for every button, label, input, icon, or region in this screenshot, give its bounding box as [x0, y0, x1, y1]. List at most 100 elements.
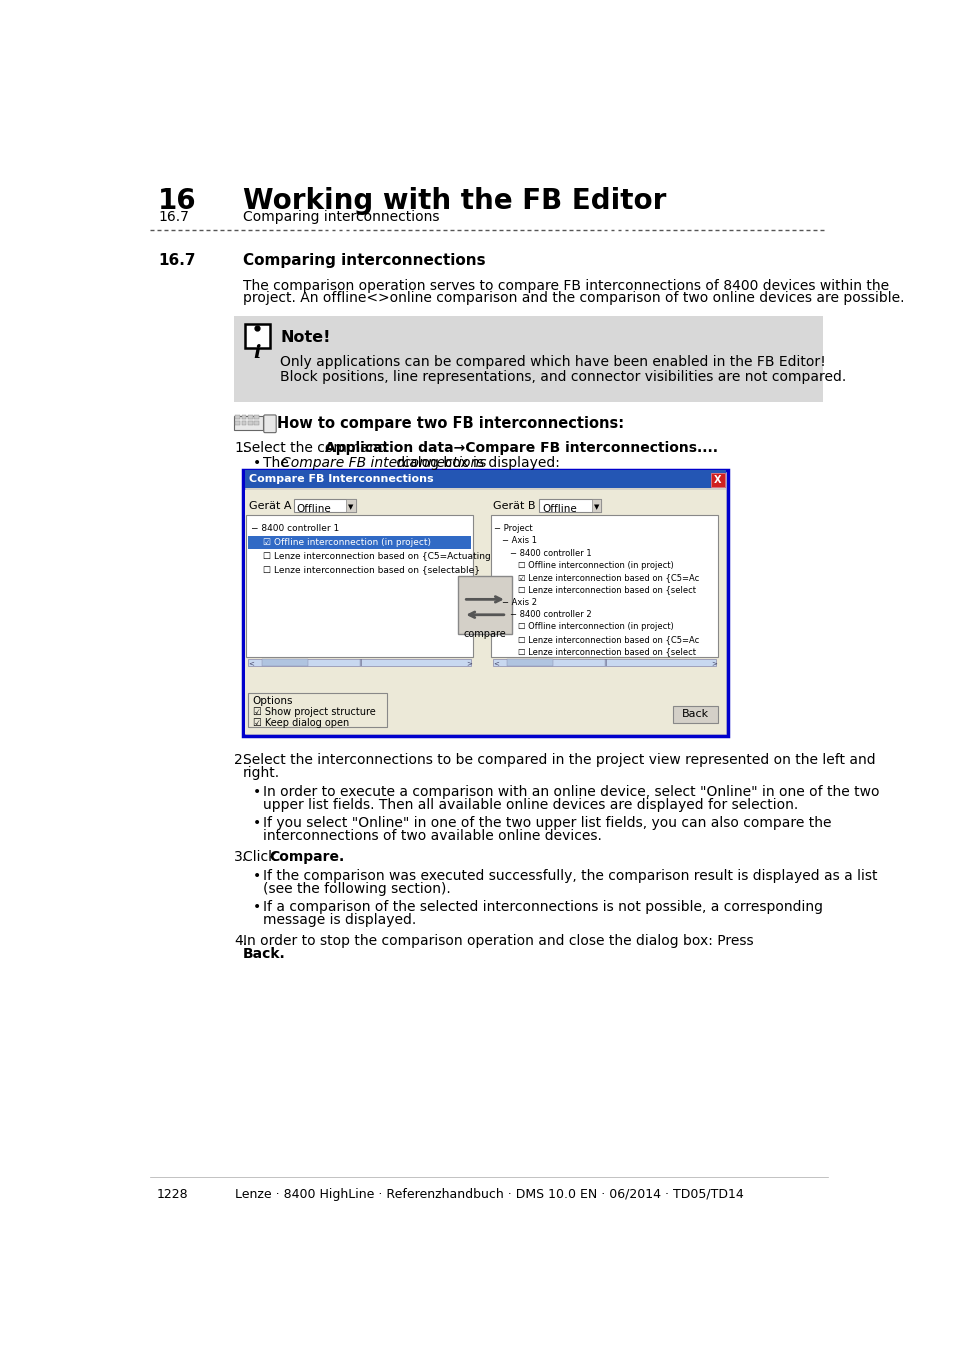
- Text: Gerät A: Gerät A: [249, 501, 292, 510]
- Text: Comparing interconnections: Comparing interconnections: [243, 209, 439, 224]
- Text: 2.: 2.: [233, 752, 247, 767]
- Text: Block positions, line representations, and connector visibilities are not compar: Block positions, line representations, a…: [280, 370, 846, 383]
- Text: 3.: 3.: [233, 849, 247, 864]
- Text: •: •: [253, 869, 260, 883]
- Bar: [235, 421, 240, 425]
- Text: ☐ Offline interconnection (in project): ☐ Offline interconnection (in project): [517, 560, 673, 570]
- Text: Offline: Offline: [296, 504, 331, 514]
- Text: X: X: [713, 475, 720, 485]
- Text: If the comparison was executed successfully, the comparison result is displayed : If the comparison was executed successfu…: [263, 869, 877, 883]
- Text: Working with the FB Editor: Working with the FB Editor: [243, 186, 666, 215]
- Text: The comparison operation serves to compare FB interconnections of 8400 devices w: The comparison operation serves to compa…: [243, 279, 888, 293]
- Text: Application data→Compare FB interconnections....: Application data→Compare FB interconnect…: [325, 440, 718, 455]
- Text: 16.7: 16.7: [158, 252, 195, 267]
- Bar: [261, 659, 308, 667]
- Text: ☐ Lenze interconnection based on {C5=Ac: ☐ Lenze interconnection based on {C5=Ac: [517, 634, 699, 644]
- Text: ☐ Lenze interconnection based on {C5=Actuating: ☐ Lenze interconnection based on {C5=Act…: [263, 552, 491, 560]
- Text: In order to stop the comparison operation and close the dialog box: Press: In order to stop the comparison operatio…: [243, 934, 753, 948]
- Text: − Project: − Project: [494, 524, 533, 533]
- Bar: [294, 500, 355, 512]
- Text: 16.7: 16.7: [158, 209, 189, 224]
- Text: Compare FB interconnections: Compare FB interconnections: [280, 456, 486, 470]
- Text: compare: compare: [463, 629, 506, 639]
- Text: − 8400 controller 2: − 8400 controller 2: [509, 610, 591, 620]
- Bar: [241, 416, 246, 420]
- Text: dialog box is displayed:: dialog box is displayed:: [391, 456, 558, 470]
- Text: ☐ Offline interconnection (in project): ☐ Offline interconnection (in project): [517, 622, 673, 632]
- Bar: [506, 659, 553, 667]
- Text: ☑ Keep dialog open: ☑ Keep dialog open: [253, 718, 349, 728]
- Bar: [493, 659, 716, 667]
- Text: − 8400 controller 1: − 8400 controller 1: [509, 548, 591, 558]
- Bar: [241, 421, 246, 425]
- Text: upper list fields. Then all available online devices are displayed for selection: upper list fields. Then all available on…: [263, 798, 798, 811]
- Bar: [248, 421, 253, 425]
- Bar: [253, 416, 258, 420]
- Text: Offline: Offline: [542, 504, 577, 514]
- Text: <: <: [493, 660, 498, 667]
- Text: <: <: [248, 660, 253, 667]
- Text: right.: right.: [243, 765, 280, 780]
- Text: In order to execute a comparison with an online device, select "Online" in one o: In order to execute a comparison with an…: [263, 784, 879, 799]
- Text: ☐ Lenze interconnection based on {selectable}: ☐ Lenze interconnection based on {select…: [263, 566, 480, 575]
- Text: ‖: ‖: [357, 659, 361, 666]
- Bar: [233, 416, 263, 429]
- Bar: [248, 694, 387, 728]
- Text: •: •: [253, 815, 260, 830]
- Text: 4.: 4.: [233, 934, 247, 948]
- Text: (see the following section).: (see the following section).: [263, 882, 451, 896]
- Text: Select the command: Select the command: [243, 440, 391, 455]
- Text: − 8400 controller 1: − 8400 controller 1: [251, 524, 339, 533]
- Text: •: •: [253, 899, 260, 914]
- Text: The: The: [263, 456, 294, 470]
- Text: project. An offline<>online comparison and the comparison of two online devices : project. An offline<>online comparison a…: [243, 292, 903, 305]
- Bar: [346, 500, 355, 512]
- Bar: [248, 536, 471, 548]
- Text: Back.: Back.: [243, 946, 286, 961]
- Bar: [243, 470, 727, 736]
- Text: Lenze · 8400 HighLine · Referenzhandbuch · DMS 10.0 EN · 06/2014 · TD05/TD14: Lenze · 8400 HighLine · Referenzhandbuch…: [234, 1188, 742, 1202]
- Text: >: >: [711, 660, 717, 667]
- Text: ☑ Lenze interconnection based on {C5=Ac: ☑ Lenze interconnection based on {C5=Ac: [517, 574, 699, 582]
- Text: ☐ Lenze interconnection based on {select: ☐ Lenze interconnection based on {select: [517, 586, 695, 594]
- Bar: [245, 324, 270, 348]
- Bar: [245, 490, 725, 734]
- Bar: [673, 706, 718, 722]
- Text: ☑ Show project structure: ☑ Show project structure: [253, 707, 375, 717]
- Text: message is displayed.: message is displayed.: [263, 913, 416, 926]
- Bar: [538, 500, 600, 512]
- Bar: [246, 514, 472, 657]
- Bar: [235, 416, 240, 420]
- Text: ☑ Offline interconnection (in project): ☑ Offline interconnection (in project): [263, 537, 431, 547]
- Text: 1.: 1.: [233, 440, 247, 455]
- Text: Gerät B: Gerät B: [493, 501, 535, 510]
- Text: •: •: [253, 784, 260, 799]
- Bar: [491, 514, 717, 657]
- Bar: [248, 659, 471, 667]
- Text: If a comparison of the selected interconnections is not possible, a correspondin: If a comparison of the selected intercon…: [263, 899, 822, 914]
- Bar: [248, 416, 253, 420]
- Text: Select the interconnections to be compared in the project view represented on th: Select the interconnections to be compar…: [243, 752, 875, 767]
- Text: Back: Back: [681, 709, 709, 720]
- Text: Compare.: Compare.: [269, 849, 344, 864]
- FancyBboxPatch shape: [264, 414, 276, 432]
- Bar: [233, 316, 822, 402]
- Text: Only applications can be compared which have been enabled in the FB Editor!: Only applications can be compared which …: [280, 355, 825, 369]
- Text: •: •: [253, 456, 260, 470]
- Text: ☐ Lenze interconnection based on {select: ☐ Lenze interconnection based on {select: [517, 647, 695, 656]
- Bar: [253, 421, 258, 425]
- Text: − Axis 1: − Axis 1: [501, 536, 537, 545]
- Bar: [710, 472, 723, 487]
- Text: i: i: [253, 344, 260, 363]
- Bar: [245, 470, 725, 489]
- Text: 16: 16: [158, 186, 196, 215]
- Text: >: >: [466, 660, 472, 667]
- Text: Click: Click: [243, 849, 280, 864]
- Text: ‖: ‖: [602, 659, 605, 666]
- Text: Comparing interconnections: Comparing interconnections: [243, 252, 485, 267]
- Text: ▼: ▼: [348, 504, 354, 510]
- Text: Note!: Note!: [280, 329, 331, 344]
- Text: If you select "Online" in one of the two upper list fields, you can also compare: If you select "Online" in one of the two…: [263, 815, 831, 830]
- Bar: [592, 500, 600, 512]
- Bar: [457, 576, 512, 634]
